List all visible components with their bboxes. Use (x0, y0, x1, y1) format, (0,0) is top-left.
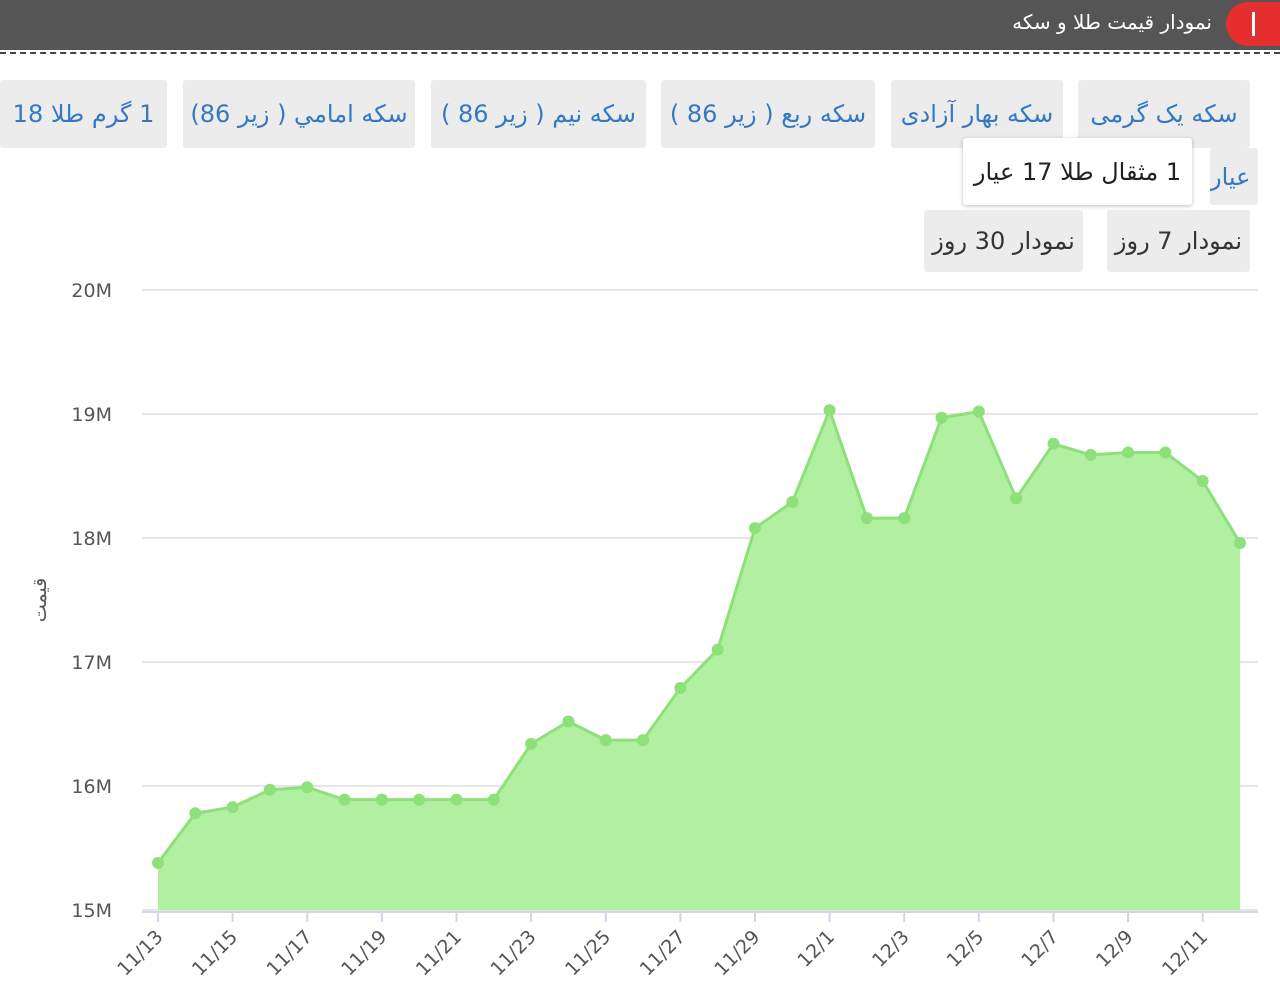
tab[interactable]: عیار (1210, 148, 1258, 205)
x-tick-label: 11/17 (262, 926, 316, 980)
point (338, 793, 351, 806)
y-tick-label: 15M (71, 900, 112, 922)
range-tab[interactable]: نمودار 7 روز (1107, 210, 1250, 272)
x-tick-label: 11/13 (113, 926, 167, 980)
badge (1226, 2, 1280, 46)
point (375, 793, 388, 806)
x-tick-label: 12/7 (1017, 926, 1063, 972)
area (158, 410, 1240, 910)
point (189, 807, 202, 820)
x-tick-label: 11/29 (710, 926, 764, 980)
point (748, 522, 761, 535)
range-tab[interactable]: نمودار 30 روز (924, 210, 1083, 272)
tab[interactable]: 1 گرم طلا 18 (0, 80, 167, 148)
y-tick-label: 19M (71, 404, 112, 426)
tab-active[interactable]: 1 مثقال طلا 17 عیار (963, 138, 1192, 205)
x-tick-label: 11/21 (412, 926, 466, 980)
x-tick-label: 12/1 (793, 926, 839, 972)
x-tick-label: 12/11 (1158, 926, 1212, 980)
point (898, 512, 911, 525)
point (599, 734, 612, 747)
header: نمودار قیمت طلا و سکه (0, 0, 1280, 50)
divider (0, 52, 1280, 54)
point (487, 793, 500, 806)
point (301, 781, 314, 794)
point (674, 682, 687, 695)
point (1010, 492, 1023, 505)
y-tick-label: 17M (71, 652, 112, 674)
point (1122, 446, 1135, 459)
x-tick-label: 11/23 (486, 926, 540, 980)
point (525, 737, 538, 750)
point (562, 715, 575, 728)
point (226, 801, 239, 814)
tab[interactable]: سکه ربع ( زیر 86 ) (661, 80, 875, 148)
x-tick-label: 11/27 (636, 926, 690, 980)
y-tick-label: 18M (71, 528, 112, 550)
x-tick-label: 12/5 (943, 926, 989, 972)
point (1084, 448, 1097, 461)
point (1047, 437, 1060, 450)
point (711, 643, 724, 656)
point (972, 405, 985, 418)
point (263, 783, 276, 796)
point (1234, 536, 1246, 549)
point (450, 793, 463, 806)
point (935, 411, 948, 424)
y-tick-label: 16M (71, 776, 112, 798)
x-tick-label: 12/3 (868, 926, 914, 972)
point (152, 856, 164, 869)
x-tick-label: 12/9 (1092, 926, 1138, 972)
point (637, 734, 650, 747)
header-title: نمودار قیمت طلا و سکه (1012, 10, 1212, 34)
x-tick-label: 11/15 (188, 926, 242, 980)
tab[interactable]: سکه نیم ( زیر 86 ) (431, 80, 646, 148)
point (413, 793, 426, 806)
point (823, 404, 836, 417)
y-axis-label: قیمت (29, 578, 51, 622)
tab[interactable]: سکه یک گرمی (1078, 80, 1250, 148)
tab[interactable]: سکه بهار آزادی (891, 80, 1063, 148)
point (1196, 474, 1209, 487)
line (156, 406, 1242, 864)
x-tick-label: 11/19 (337, 926, 391, 980)
point (786, 496, 799, 509)
point (860, 512, 873, 525)
point (1159, 446, 1172, 459)
x-tick-label: 11/25 (561, 926, 615, 980)
tab[interactable]: سکه امامي ( زیر 86) (183, 80, 415, 148)
y-tick-label: 20M (71, 280, 112, 302)
